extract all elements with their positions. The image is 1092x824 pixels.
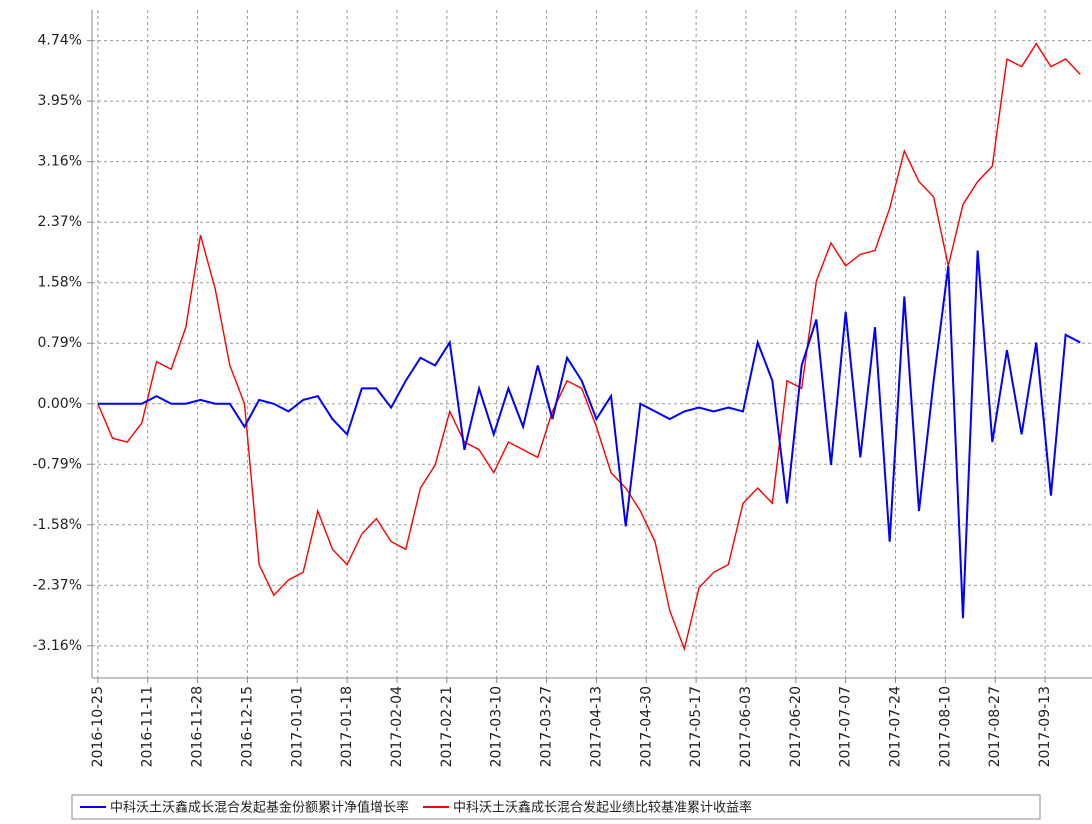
- y-tick-label: 0.79%: [38, 335, 82, 351]
- x-tick-label: 2017-05-17: [688, 686, 704, 767]
- series-line: [97, 42, 1081, 652]
- x-tick-label: 2016-10-25: [90, 686, 106, 767]
- y-tick-label: 1.58%: [38, 275, 82, 291]
- y-tick-label: 3.16%: [38, 154, 82, 170]
- legend-label: 中科沃土沃鑫成长混合发起业绩比较基准累计收益率: [453, 800, 752, 816]
- x-tick-label: 2017-06-20: [788, 686, 804, 767]
- x-tick-label: 2017-01-18: [339, 686, 355, 767]
- x-tick-label: 2016-12-15: [239, 686, 255, 767]
- x-tick-label: 2017-09-13: [1037, 686, 1053, 767]
- x-tick-label: 2017-07-24: [888, 686, 904, 767]
- y-tick-label: 2.37%: [38, 214, 82, 230]
- y-tick-label: 0.00%: [38, 396, 82, 412]
- x-tick-label: 2016-11-11: [140, 686, 156, 767]
- x-tick-label: 2017-03-27: [539, 686, 555, 767]
- grid: [92, 10, 1092, 678]
- x-tick-label: 2017-06-03: [738, 686, 754, 767]
- series-line: [97, 250, 1081, 619]
- y-tick-label: -2.37%: [32, 577, 82, 593]
- legend-label: 中科沃土沃鑫成长混合发起基金份额累计净值增长率: [110, 800, 409, 816]
- x-tick-label: 2017-02-04: [389, 686, 405, 767]
- plot: [97, 42, 1081, 652]
- x-tick-label: 2017-03-10: [489, 686, 505, 767]
- x-tick-label: 2017-04-30: [638, 686, 654, 767]
- x-tick-label: 2016-11-28: [190, 686, 206, 767]
- x-tick-label: 2017-01-01: [289, 686, 305, 767]
- x-tick-label: 2017-02-21: [439, 686, 455, 767]
- x-tick-label: 2017-07-07: [838, 686, 854, 767]
- y-tick-label: 3.95%: [38, 93, 82, 109]
- legend: [71, 794, 1041, 820]
- x-tick-label: 2017-08-10: [937, 686, 953, 767]
- x-tick-label: 2017-08-27: [987, 686, 1003, 767]
- x-tick-label: 2017-04-13: [588, 686, 604, 767]
- y-tick-label: -1.58%: [32, 517, 82, 533]
- y-tick-label: -3.16%: [32, 638, 82, 654]
- y-tick-label: 4.74%: [38, 33, 82, 49]
- y-tick-label: -0.79%: [32, 456, 82, 472]
